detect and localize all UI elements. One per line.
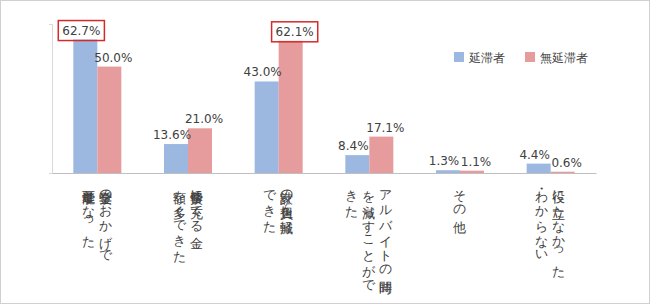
legend-label: 延滞者 [468,51,505,65]
legend-swatch [525,52,535,62]
y-tick [49,24,52,25]
bar [345,155,369,173]
x-axis-line [53,173,597,174]
bar [436,170,460,173]
data-label: 4.4% [519,148,550,162]
y-axis-line [49,25,53,174]
data-label: 17.1% [366,121,404,135]
data-label: 1.3% [429,154,460,168]
data-label: 21.0% [185,112,223,126]
x-axis [53,173,597,175]
bar [188,128,212,173]
bar [164,144,188,173]
data-label: 62.1% [276,25,314,39]
bar [460,171,484,173]
bar [369,137,393,173]
category-label: 奨学金のおかげで進学可能となった [81,181,113,261]
y-tick [49,173,52,174]
data-label: 0.6% [551,156,582,170]
category-labels: 奨学金のおかげで進学可能となった 修学費に充てる金額を多くできた 家計の負担を軽減で… [81,181,566,295]
bar [279,41,303,173]
bar [527,164,551,173]
category-label: アルバイトの時間を減らすことができた [345,181,394,295]
data-label: 13.6% [153,128,191,142]
bar [255,81,279,173]
y-tick-mark [49,173,52,174]
bars [73,40,574,173]
legend-item: 無延滞者 [525,51,588,65]
y-tick-mark [49,24,52,25]
data-labels: 62.7% 13.6% 43.0% 8.4% 1.3% 4.4% 50.0% 21.0% 62.… [58,21,582,170]
data-label: 62.7% [62,24,100,38]
category-label: 家計の負担を軽減できた [263,181,295,235]
data-label: 1.1% [461,155,492,169]
legend-item: 延滞者 [454,51,505,65]
highlight-box [58,21,104,41]
bar [97,67,121,173]
legend: 延滞者 無延滞者 [454,51,588,65]
category-label: 修学費に充てる金額を多くできた [172,181,204,263]
data-label: 50.0% [94,51,132,65]
y-axis [49,25,53,174]
highlight-box [272,22,318,42]
category-label: その他 [453,181,468,234]
category-label: 役に立たなかった・わからない [535,181,567,278]
legend-swatch [454,52,464,62]
legend-label: 無延滞者 [540,51,588,65]
frame [1,1,650,304]
chart: 62.7% 13.6% 43.0% 8.4% 1.3% 4.4% 50.0% 21.0% 62.… [0,0,650,304]
bar [551,172,575,173]
data-label: 43.0% [244,65,282,79]
data-label: 8.4% [338,139,369,153]
